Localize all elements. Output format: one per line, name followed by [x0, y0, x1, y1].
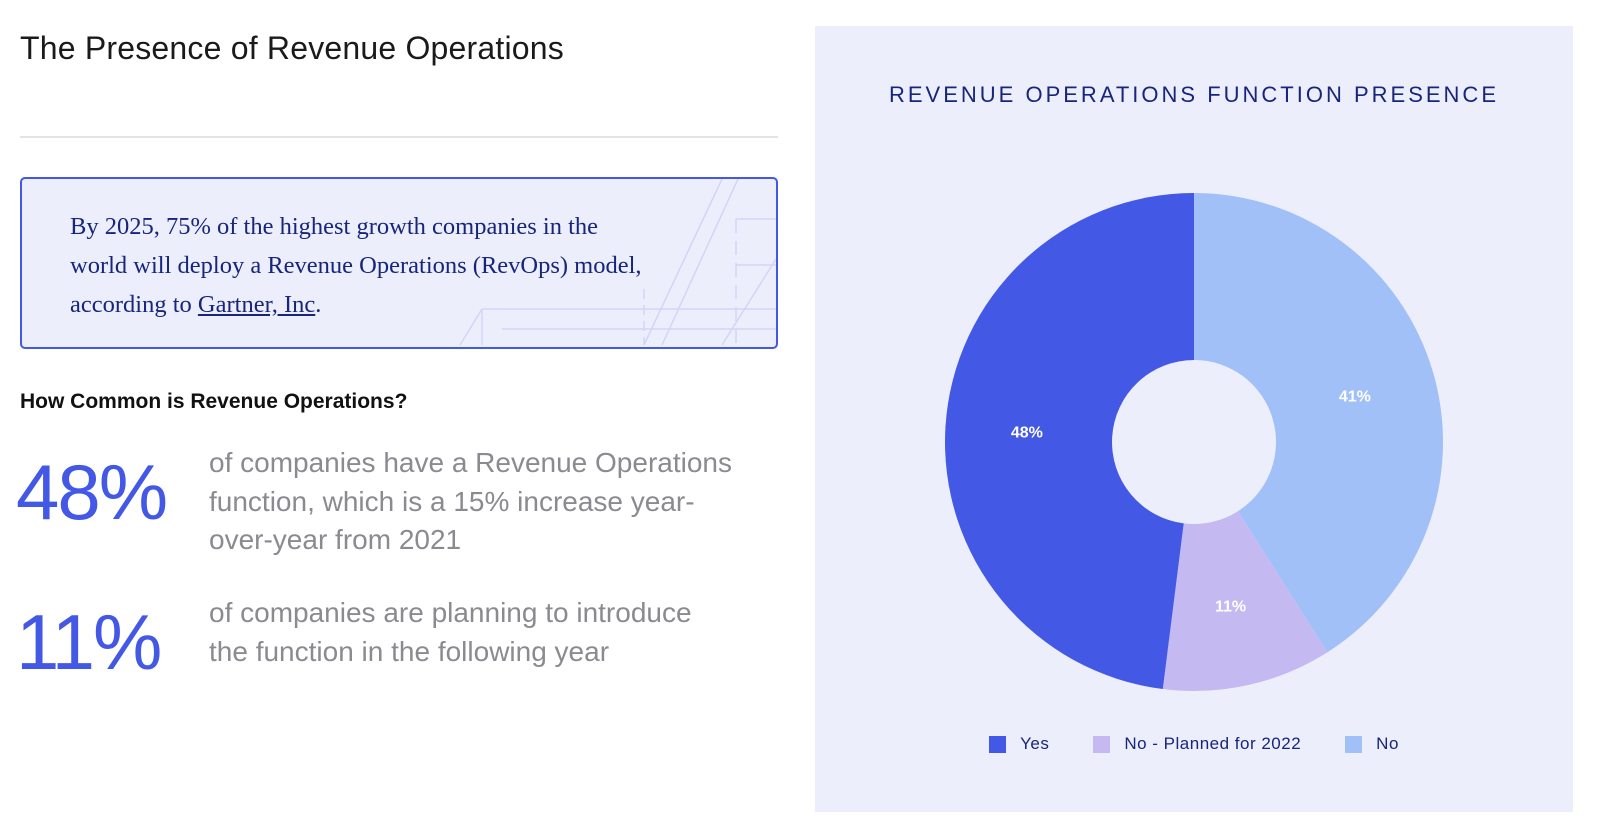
- quote-line-suffix: .: [315, 291, 322, 318]
- stat-value-11: 11%: [16, 598, 162, 686]
- stat-desc-line: the function in the following year: [209, 635, 610, 667]
- quote-line: world will deploy a Revenue Operations (…: [70, 252, 642, 279]
- chart-panel: REVENUE OPERATIONS FUNCTION PRESENCE 41%…: [815, 26, 1573, 812]
- quote-decoration: [459, 179, 776, 346]
- legend-label: No: [1376, 734, 1399, 753]
- legend-item: No: [1345, 734, 1399, 754]
- chart-title: REVENUE OPERATIONS FUNCTION PRESENCE: [889, 82, 1499, 107]
- stat-desc-line: of companies are planning to introduce: [209, 597, 692, 628]
- data-label: 11%: [1215, 598, 1246, 615]
- data-label: 48%: [1011, 424, 1043, 441]
- donut-slice-no: [1194, 193, 1443, 653]
- donut-slice-no-planned-for-2022: [1162, 511, 1328, 691]
- section-heading: How Common is Revenue Operations?: [20, 390, 408, 413]
- stat-desc-line: of companies have a Revenue Operations: [209, 447, 732, 478]
- legend-label: Yes: [1020, 734, 1050, 753]
- donut-slice-yes: [945, 193, 1194, 690]
- legend-swatch: [1093, 735, 1111, 753]
- stat-desc-line: function, which is a 15% increase year-: [209, 485, 695, 517]
- quote-text: By 2025, 75% of the highest growth compa…: [70, 207, 730, 324]
- legend-swatch: [1345, 735, 1363, 753]
- legend-item: Yes: [989, 734, 1049, 754]
- quote-line: according to Gartner, Inc.: [70, 285, 730, 324]
- stat-value-48: 48%: [16, 448, 168, 536]
- stat-desc-line: over-year from 2021: [209, 524, 462, 555]
- stat-description: of companies have a Revenue Operations f…: [209, 444, 779, 560]
- page-title: The Presence of Revenue Operations: [20, 30, 565, 66]
- quote-line: By 2025, 75% of the highest growth compa…: [70, 213, 599, 240]
- donut-chart: 41% 11% 48%: [945, 193, 1443, 691]
- quote-line-prefix: according to: [70, 291, 198, 318]
- data-label: 41%: [1339, 388, 1371, 405]
- stat-description: of companies are planning to introduce t…: [209, 594, 779, 671]
- legend-swatch: [989, 735, 1007, 753]
- chart-legend: Yes No - Planned for 2022 No: [815, 734, 1573, 754]
- quote-callout: By 2025, 75% of the highest growth compa…: [20, 177, 778, 349]
- gartner-link[interactable]: Gartner, Inc: [197, 291, 316, 318]
- legend-label: No - Planned for 2022: [1124, 734, 1302, 753]
- divider: [20, 136, 778, 138]
- legend-item: No - Planned for 2022: [1093, 734, 1301, 754]
